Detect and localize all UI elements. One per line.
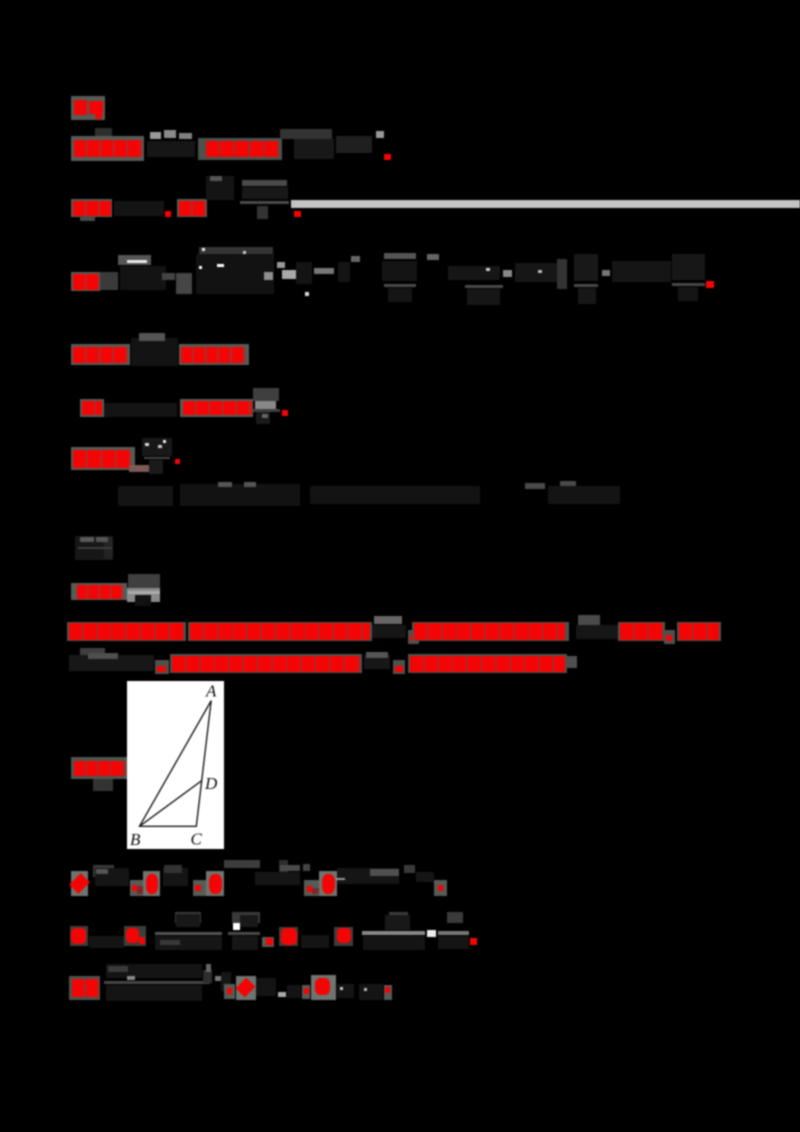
svg-text:C: C [191, 830, 203, 849]
svg-text:A: A [205, 682, 217, 701]
svg-text:D: D [204, 774, 218, 793]
svg-text:B: B [130, 830, 141, 849]
